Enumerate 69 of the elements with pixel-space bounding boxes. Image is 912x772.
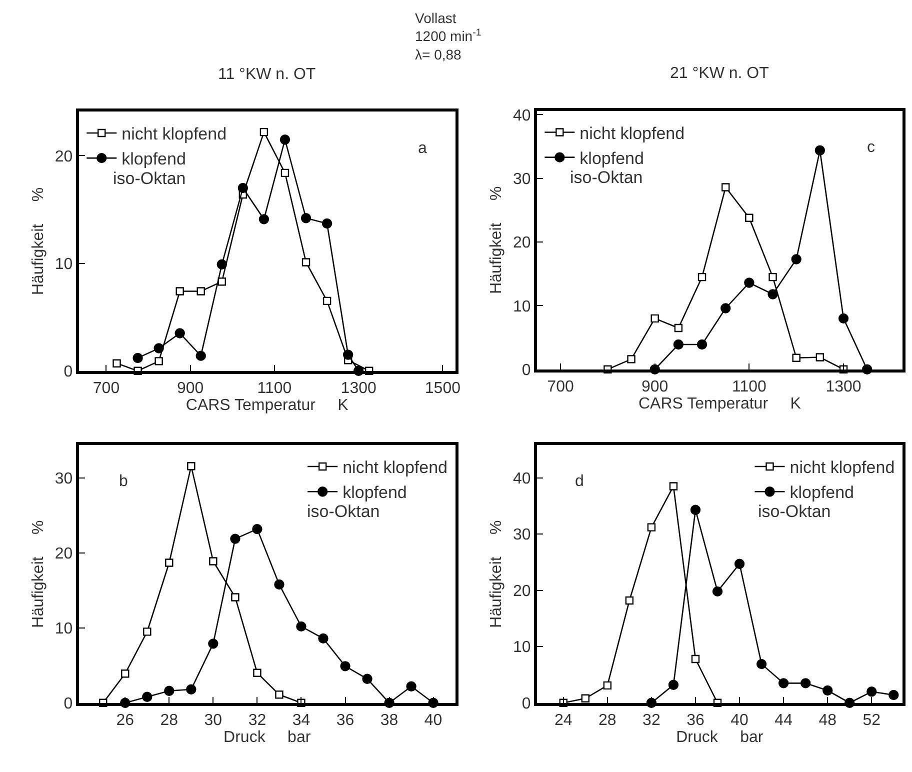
legend-label: klopfend: [790, 483, 854, 502]
legend-label: nicht klopfend: [580, 124, 685, 143]
y-tick-label: 30: [512, 170, 531, 188]
y-tick-label: 10: [512, 298, 531, 316]
annotation: d: [575, 473, 584, 490]
x-tick-label: 48: [818, 712, 837, 730]
x-tick-label: 32: [642, 712, 660, 730]
y-tick-label: 40: [512, 107, 531, 124]
x-tick-label: 40: [424, 712, 442, 730]
x-tick-label: 1500: [424, 380, 461, 398]
x-tick-label: 700: [547, 378, 574, 396]
y-tick-label: 10: [54, 620, 73, 638]
x-tick-label: 28: [598, 712, 616, 730]
y-tick-label: 20: [54, 148, 73, 166]
x-tick-label: 1300: [340, 380, 376, 398]
x-tick-label: 26: [116, 712, 134, 730]
legend-label: nicht klopfend: [122, 124, 227, 144]
y-tick-label: 0: [522, 362, 531, 379]
x-tick-label: 1100: [732, 378, 766, 396]
y-tick-label: 30: [512, 526, 531, 544]
y-tick-label: 20: [512, 582, 531, 600]
annotation: iso-Oktan: [113, 169, 186, 188]
annotation: c: [867, 139, 875, 156]
x-axis-title: Druck bar: [224, 729, 312, 746]
x-axis-title: CARS Temperatur K: [186, 397, 349, 414]
y-axis-title: Häufigkeit %: [488, 520, 505, 628]
x-tick-label: 30: [204, 712, 222, 730]
chart-title: 21 °KW n. OT: [670, 65, 770, 82]
y-tick-label: 10: [512, 639, 531, 656]
y-tick-label: 10: [54, 256, 73, 273]
legend-label: nicht klopfend: [342, 458, 448, 478]
y-tick-label: 40: [512, 470, 531, 488]
y-tick-label: 20: [512, 234, 531, 252]
annotation: iso-Oktan: [758, 502, 831, 521]
y-tick-label: 20: [54, 546, 73, 563]
legend-label: klopfend: [342, 483, 407, 502]
x-tick-label: 28: [160, 712, 178, 730]
x-tick-label: 700: [92, 380, 120, 398]
y-axis-title: Häufigkeit %: [488, 186, 505, 294]
annotation: b: [119, 473, 128, 490]
chart-title: 11 °KW n. OT: [218, 66, 316, 83]
annotation: iso-Oktan: [307, 502, 380, 521]
text: Vollast 1200 min$^{-1}$ λ= 0,88: [415, 10, 482, 62]
y-tick-label: 0: [64, 695, 73, 712]
x-tick-label: 40: [730, 712, 749, 730]
x-tick-label: 900: [642, 378, 668, 396]
y-axis-title: Häufigkeit %: [30, 520, 47, 628]
legend-label: klopfend: [580, 148, 644, 168]
y-axis-title: Häufigkeit %: [30, 187, 47, 296]
x-tick-label: 1100: [257, 380, 292, 398]
y-tick-label: 30: [54, 470, 73, 488]
x-tick-label: 52: [862, 712, 881, 730]
legend-label: klopfend: [122, 150, 186, 169]
y-tick-label: 0: [64, 363, 73, 380]
legend-label: nicht klopfend: [790, 458, 895, 478]
x-tick-label: 38: [380, 712, 398, 730]
x-tick-label: 44: [774, 712, 793, 730]
annotation: a: [418, 140, 427, 157]
x-tick-label: 1300: [826, 378, 862, 396]
x-tick-label: 24: [554, 712, 572, 730]
x-axis-title: Druck bar: [676, 729, 764, 746]
x-tick-label: 34: [292, 712, 310, 730]
x-tick-label: 36: [336, 712, 354, 730]
x-tick-label: 36: [686, 712, 704, 730]
annotation: iso-Oktan: [570, 168, 643, 187]
x-tick-label: 32: [248, 712, 266, 730]
x-axis-title: CARS Temperatur K: [638, 396, 802, 413]
y-tick-label: 0: [522, 695, 531, 712]
x-tick-label: 900: [177, 380, 204, 398]
